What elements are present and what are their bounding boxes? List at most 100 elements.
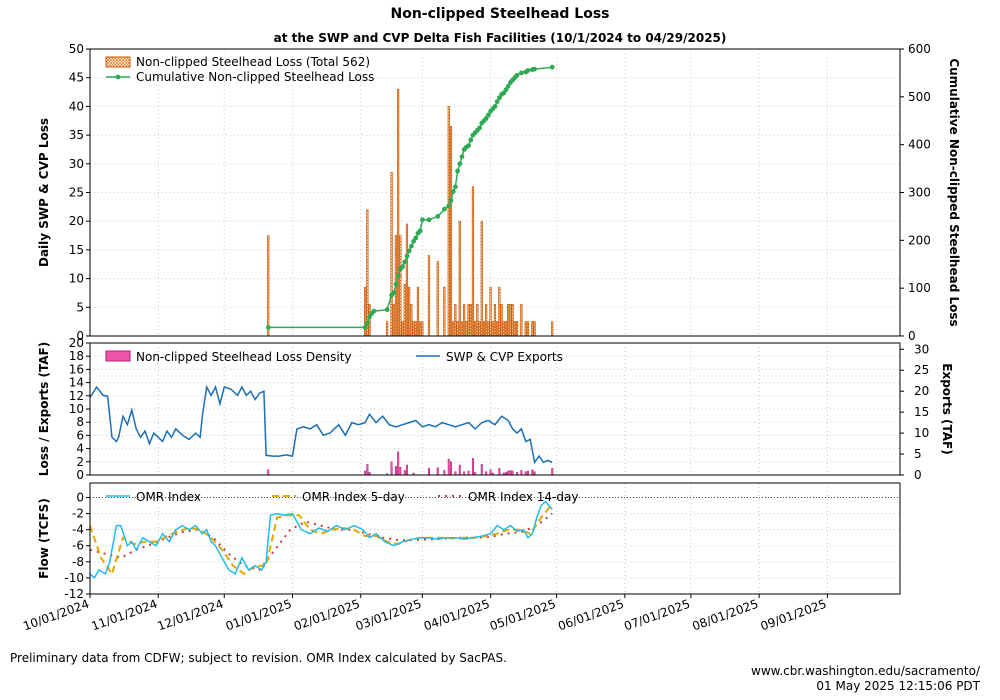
cumulative-point (457, 161, 463, 167)
loss-bar (456, 321, 459, 337)
cumulative-point (435, 214, 441, 219)
exports-ytick-label: 10 (69, 402, 84, 416)
exports-ytick-label: 2 (76, 455, 84, 469)
x-tick-label: 06/01/2025 (556, 597, 626, 634)
loss-bar (392, 304, 395, 337)
cumulative-point (483, 116, 489, 121)
exports-y2tick-label: 25 (914, 363, 929, 377)
exports-ytick-label: 18 (69, 349, 84, 363)
loss-bar (443, 286, 446, 337)
omr14-line (89, 512, 553, 572)
loss-bar (267, 235, 270, 337)
omr-ytick-label: -12 (64, 587, 84, 601)
loss-ytick-label: 35 (69, 128, 84, 142)
x-tick-label: 01/01/2025 (224, 597, 294, 634)
cumulative-point (494, 99, 500, 104)
loss-ytick-label: 20 (69, 214, 84, 228)
loss-bar (465, 321, 468, 337)
loss-bar (498, 286, 501, 337)
loss-bar (496, 321, 499, 337)
density-bar (436, 467, 439, 476)
loss-bar (419, 321, 422, 337)
cumulative-point (532, 66, 537, 72)
x-tick-label: 04/01/2025 (422, 597, 492, 634)
density-bar (489, 469, 492, 476)
cumulative-point (362, 325, 368, 330)
exports-y2tick-label: 5 (914, 447, 922, 461)
loss-bar (458, 220, 461, 337)
cumulative-point (420, 217, 425, 223)
loss-bar (408, 286, 411, 337)
loss-bar (526, 321, 530, 337)
loss-bar (405, 223, 409, 337)
exports-ytick-label: 6 (76, 428, 84, 442)
legend-loss-label: Non-clipped Steelhead Loss (Total 562) (136, 55, 370, 69)
loss-bar (471, 186, 475, 337)
loss-bar (507, 304, 510, 337)
loss-bar (452, 321, 455, 337)
cumulative-point (486, 112, 491, 118)
loss-bar (390, 172, 393, 337)
loss-bar (504, 321, 508, 337)
cumulative-point (367, 314, 372, 320)
chart-title: Non-clipped Steelhead Loss (390, 6, 610, 22)
exports-ytick-label: 4 (76, 442, 84, 456)
loss-bar (449, 126, 453, 337)
loss-y2tick-label: 200 (908, 233, 931, 247)
cumulative-point (450, 189, 456, 194)
loss-ytick-label: 30 (69, 157, 84, 171)
loss-ytick-label: 15 (69, 243, 84, 257)
exports-y2label: Exports (TAF) (940, 363, 954, 454)
cumulative-point (413, 235, 419, 241)
omr-ylabel: Flow (TCFS) (37, 498, 51, 579)
density-bar (509, 470, 512, 476)
legend-exports-label: SWP & CVP Exports (446, 350, 563, 364)
loss-bar (460, 321, 464, 337)
density-bar (447, 458, 450, 476)
omr-ytick-label: -2 (72, 507, 84, 521)
loss-bar (524, 321, 527, 337)
exports-ytick-label: 8 (76, 415, 84, 429)
density-bar (267, 469, 270, 476)
x-tick-label: 05/01/2025 (488, 597, 558, 634)
loss-bar (421, 321, 424, 337)
density-bar (531, 469, 534, 476)
loss-ytick-label: 10 (69, 272, 84, 286)
loss-y2tick-label: 600 (908, 42, 931, 56)
loss-bar (412, 321, 415, 337)
cumulative-point (453, 184, 458, 190)
density-bar (480, 464, 483, 476)
x-tick-label: 10/01/2024 (21, 597, 91, 634)
exports-y2tick-label: 15 (914, 405, 929, 419)
chart-subtitle: at the SWP and CVP Delta Fish Facilities… (273, 31, 727, 45)
loss-bar (469, 304, 472, 337)
omr-ytick-label: -6 (72, 539, 84, 553)
cumulative-point (466, 143, 471, 149)
density-bar (520, 470, 523, 476)
footer-note: Preliminary data from CDFW; subject to r… (10, 651, 507, 665)
loss-bar (482, 321, 486, 337)
omr-panel: -12 -10 -8 -6 -4 -2 0 Flow (TCFS) OMR Index OMR I… (37, 482, 901, 601)
x-tick-label: 07/01/2025 (622, 597, 692, 634)
legend-omr14-label: OMR Index 14-day (468, 490, 578, 504)
cumulative-point (265, 325, 271, 330)
loss-ytick-label: 0 (76, 329, 84, 343)
loss-bar (489, 286, 492, 337)
loss-ytick-label: 25 (69, 186, 84, 200)
loss-bar (493, 304, 497, 337)
cumulative-point (549, 64, 555, 70)
cumulative-point (505, 83, 511, 89)
footer-url[interactable]: www.cbr.washington.edu/sacramento/ (751, 664, 980, 678)
loss-bar (476, 304, 479, 337)
loss-ytick-label: 45 (69, 71, 84, 85)
cumulative-point (442, 206, 447, 212)
legend-cumulative-marker (115, 74, 121, 80)
loss-bar (427, 255, 431, 337)
density-bar (467, 470, 470, 476)
exports-ytick-label: 20 (69, 336, 84, 350)
legend-loss-swatch (105, 56, 131, 68)
loss-panel: 051015202530354045500100200300400500600D… (37, 42, 961, 343)
x-tick-label: 03/01/2025 (354, 597, 424, 634)
cumulative-point (448, 198, 454, 204)
loss-bar (474, 321, 477, 337)
